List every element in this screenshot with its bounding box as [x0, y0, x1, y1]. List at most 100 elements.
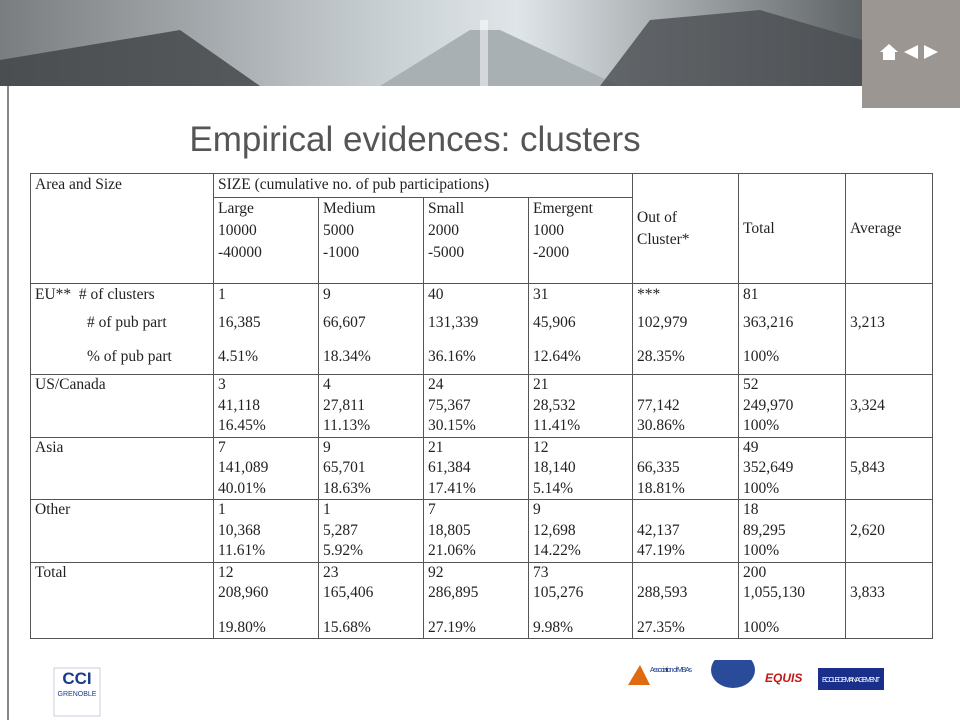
header-text: Average [850, 220, 928, 238]
cell-line [850, 284, 928, 306]
cell-line: 19.80% [218, 618, 314, 639]
header-text: -40000 [218, 242, 314, 264]
cell-line: 1 [218, 284, 314, 306]
next-button[interactable] [924, 45, 938, 59]
footer: CCI GRENOBLE Association of MBAs EQUIS E… [0, 660, 960, 720]
cell-line: Total [35, 563, 209, 584]
cell-line: 31 [533, 284, 628, 306]
cell-line [850, 438, 928, 459]
cell-line: *** [637, 284, 734, 306]
cell-line: 42,137 [637, 521, 734, 542]
cell-line: 77,142 [637, 396, 734, 417]
cell-line: 3,833 [850, 583, 928, 604]
cell-line [35, 618, 209, 639]
cell-line: 102,979 [637, 306, 734, 340]
cell-line: 18.63% [323, 479, 419, 500]
cell-line: 41,118 [218, 396, 314, 417]
header-text: Small [428, 198, 524, 220]
header-text: Cluster* [637, 229, 734, 251]
cell-line: 3,213 [850, 306, 928, 340]
header-text: -5000 [428, 242, 524, 264]
cell-line: Other [35, 500, 209, 521]
cell-line: 141,089 [218, 458, 314, 479]
amba-text: Association of MBAs [650, 667, 693, 674]
ecole-text: ECOLE DE MANAGEMENT [822, 677, 881, 684]
cell-line: 21 [533, 375, 628, 396]
cell-line: 27,811 [323, 396, 419, 417]
cell-line [637, 438, 734, 459]
cell-line: 40.01% [218, 479, 314, 500]
slide-title: Empirical evidences: clusters [0, 120, 830, 160]
prev-button[interactable] [904, 45, 918, 59]
cell-line: 66,335 [637, 458, 734, 479]
cell-line: 73 [533, 563, 628, 584]
cell-line: 28.35% [637, 340, 734, 374]
cell-line: 288,593 [637, 583, 734, 604]
cell-line: 9.98% [533, 618, 628, 639]
banner [0, 0, 862, 86]
cell-line [850, 541, 928, 562]
cell-line: 1,055,130 [743, 583, 841, 604]
cell-line: 2,620 [850, 521, 928, 542]
amba-logo [628, 665, 650, 685]
header-text: Large [218, 198, 314, 220]
cell-line: 1 [323, 500, 419, 521]
cell-line: 3,324 [850, 396, 928, 417]
cell-line [637, 563, 734, 584]
header-text: SIZE (cumulative no. of pub participatio… [218, 174, 628, 196]
table-cell: 3,833 [846, 562, 933, 639]
cell-line: # of pub part [35, 306, 209, 340]
cell-line [637, 375, 734, 396]
cell-line: 27.19% [428, 618, 524, 639]
cell-line: 7 [428, 500, 524, 521]
table-cell: 912,69814.22% [529, 500, 633, 563]
cell-line [35, 521, 209, 542]
cell-line: 18,140 [533, 458, 628, 479]
cell-line: 12.64% [533, 340, 628, 374]
cell-line: 100% [743, 541, 841, 562]
table-cell: 12208,96019.80% [214, 562, 319, 639]
cell-line: 66,607 [323, 306, 419, 340]
cell-line [850, 618, 928, 639]
cell-line: 131,339 [428, 306, 524, 340]
cell-line [850, 563, 928, 584]
cell-line: 36.16% [428, 340, 524, 374]
table-cell: 2,620 [846, 500, 933, 563]
cell-line: 89,295 [743, 521, 841, 542]
table-cell: Other [31, 500, 214, 563]
nav-icons [862, 0, 960, 108]
cell-line: 21.06% [428, 541, 524, 562]
cell-line: 12 [218, 563, 314, 584]
cell-line: 165,406 [323, 583, 419, 604]
cell-line: 100% [743, 340, 841, 374]
header-cell: Total [739, 174, 846, 284]
cell-line: 5.14% [533, 479, 628, 500]
home-button[interactable] [880, 44, 898, 60]
cell-line: 40 [428, 284, 524, 306]
cell-line: 18 [743, 500, 841, 521]
cell-line [637, 500, 734, 521]
header-text: 2000 [428, 220, 524, 242]
table-cell: 77,14230.86% [633, 375, 739, 438]
header-text: 5000 [323, 220, 419, 242]
header-text: -1000 [323, 242, 419, 264]
cci-sub: GRENOBLE [58, 691, 97, 698]
cell-line [35, 583, 209, 604]
